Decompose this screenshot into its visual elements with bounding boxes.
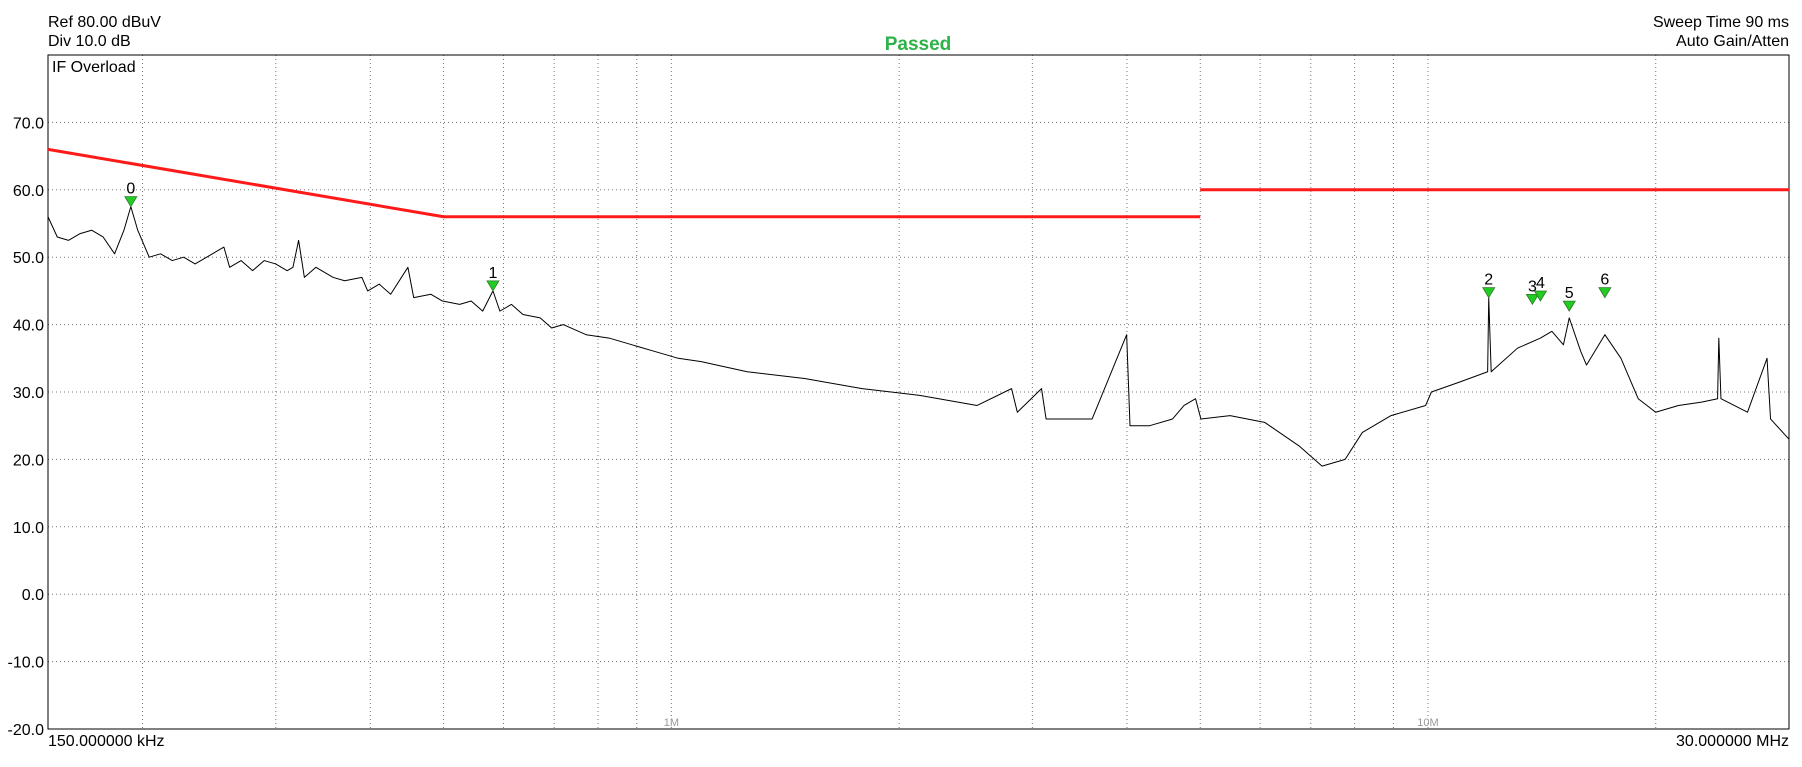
division: Div 10.0 dB [48, 33, 131, 50]
marker [124, 196, 138, 208]
marker-label: 6 [1600, 272, 1609, 289]
y-tick-label: 50.0 [13, 250, 44, 267]
marker-label: 1 [489, 265, 498, 282]
marker-label: 4 [1536, 275, 1545, 292]
marker-label: 2 [1484, 272, 1493, 289]
annotation: IF Overload [52, 59, 136, 76]
ref-level: Ref 80.00 dBuV [48, 14, 161, 31]
marker-label: 5 [1565, 285, 1574, 302]
stop-frequency: 30.000000 MHz [1676, 733, 1789, 750]
plot-frame [47, 54, 1790, 730]
y-tick-label: -10.0 [8, 655, 45, 672]
y-tick-label: 60.0 [13, 183, 44, 200]
start-frequency: 150.000000 kHz [48, 733, 165, 750]
marker [1525, 293, 1540, 306]
y-tick-label: 30.0 [13, 385, 44, 402]
y-tick-label: -20.0 [8, 722, 45, 739]
marker [1562, 300, 1576, 312]
y-tick-label: 70.0 [13, 115, 44, 132]
marker [486, 280, 500, 292]
marker [1598, 287, 1612, 299]
marker-label: 0 [126, 181, 135, 198]
marker-label: 3 [1528, 278, 1537, 295]
y-tick-label: 40.0 [13, 318, 44, 335]
marker [1482, 287, 1496, 299]
sweep-time: Sweep Time 90 ms [1653, 14, 1789, 31]
gain-atten: Auto Gain/Atten [1676, 33, 1789, 50]
y-tick-label: 10.0 [13, 520, 44, 537]
y-tick-label: 20.0 [13, 452, 44, 469]
x-tick-label: 1M [664, 717, 679, 729]
status: Passed [885, 34, 952, 55]
limit-line [47, 147, 1789, 219]
marker [1533, 290, 1548, 302]
trace [47, 206, 1790, 467]
x-tick-label: 10M [1417, 717, 1438, 729]
y-tick-label: 0.0 [22, 587, 44, 604]
